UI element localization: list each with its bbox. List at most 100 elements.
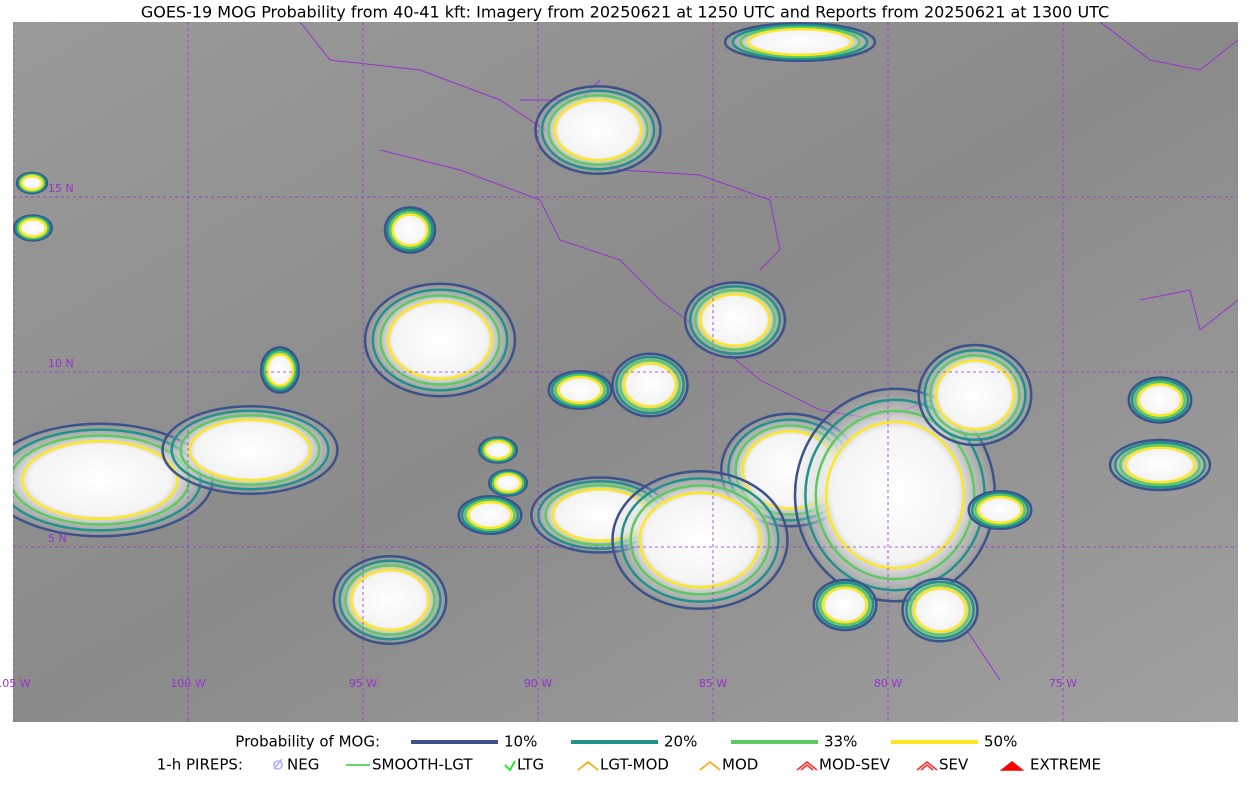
contour [554,373,606,407]
longitude-label: 75 W [1049,677,1077,690]
cloud [683,281,787,359]
contour [611,352,689,418]
legend-label: EXTREME [1030,756,1101,774]
longitude-label: 90 W [524,677,552,690]
contour [1134,380,1186,420]
legend-label: 33% [824,733,857,751]
contour [350,568,430,632]
contour [629,484,771,596]
contour [1127,376,1193,424]
contour [460,496,520,534]
contour [1137,383,1183,417]
contour [371,288,509,392]
contour [14,215,52,241]
contour [1113,441,1207,489]
contour [1108,438,1212,492]
title: GOES-19 MOG Probability from 40-41 kft: … [141,3,1109,22]
contour [332,555,448,645]
contour [731,23,869,61]
legend-label: 10% [504,733,537,751]
legend-label: MOD-SEV [819,756,891,774]
legend-symbol [916,760,938,771]
contour [1124,446,1196,484]
longitude-label: 100 W [170,677,205,690]
legend-symbol [273,758,283,770]
contour [478,436,518,464]
contour [13,214,53,242]
contour [688,285,782,355]
contour [912,587,968,633]
contour [929,354,1021,436]
cloud [362,281,518,399]
contour [467,500,513,530]
contour [379,294,501,386]
contour [638,491,762,589]
legend-title: Probability of MOG: [235,733,380,751]
cloud [331,554,449,646]
contour [822,586,868,624]
contour [457,495,523,535]
contour [344,564,436,636]
contour [481,438,515,462]
legend-symbol [796,760,818,771]
contour [819,583,871,627]
contour [179,414,321,486]
contour [747,27,853,57]
legend-label: 20% [664,733,697,751]
contour [909,584,971,636]
contour [483,440,513,460]
contour [905,580,975,640]
contour [619,359,681,411]
contour [493,473,523,493]
legend-symbol [999,760,1025,771]
map [13,22,1238,722]
contour [479,437,517,463]
contour [363,282,517,398]
legend-symbol [504,760,516,772]
legend-label: MOD [722,756,758,774]
contour [901,577,979,643]
contour [547,94,649,166]
contour [974,493,1026,527]
contour [917,343,1033,447]
contour [967,490,1033,530]
cloud [901,577,979,643]
contour [20,174,44,192]
longitude-label: 105 W [0,677,31,690]
cloud [916,343,1034,447]
contour [464,498,516,532]
contour [260,346,300,394]
cloud [611,352,689,418]
contour [338,559,442,641]
cloud [159,404,341,496]
contour [550,371,610,409]
contour [265,353,295,387]
contour [739,25,861,59]
contour [1119,443,1201,487]
contour [170,409,330,491]
contour [824,420,966,570]
legend-title: 1-h PIREPS: [157,756,243,774]
contour [388,210,432,250]
contour [261,348,299,392]
legend-label: 50% [984,733,1017,751]
legend-label: SEV [939,756,969,774]
legend-label: LGT-MOD [600,756,669,774]
contour [615,355,685,415]
contour [383,206,437,254]
cloud [812,579,878,631]
cloud [609,468,791,612]
contour [391,213,429,247]
legend: Probability of MOG: 10% 20% 33% 50% 1-h PIREP… [157,733,1101,774]
contour [16,216,50,240]
latitude-label: 5 N [48,532,67,545]
contour [540,89,656,171]
contour [387,300,493,380]
legend-symbol [577,760,599,771]
contour [970,491,1030,529]
contour [1130,378,1190,422]
latitude-label: 15 N [48,182,74,195]
legend-label: NEG [287,756,319,774]
contour [723,22,877,62]
contour [699,292,771,348]
